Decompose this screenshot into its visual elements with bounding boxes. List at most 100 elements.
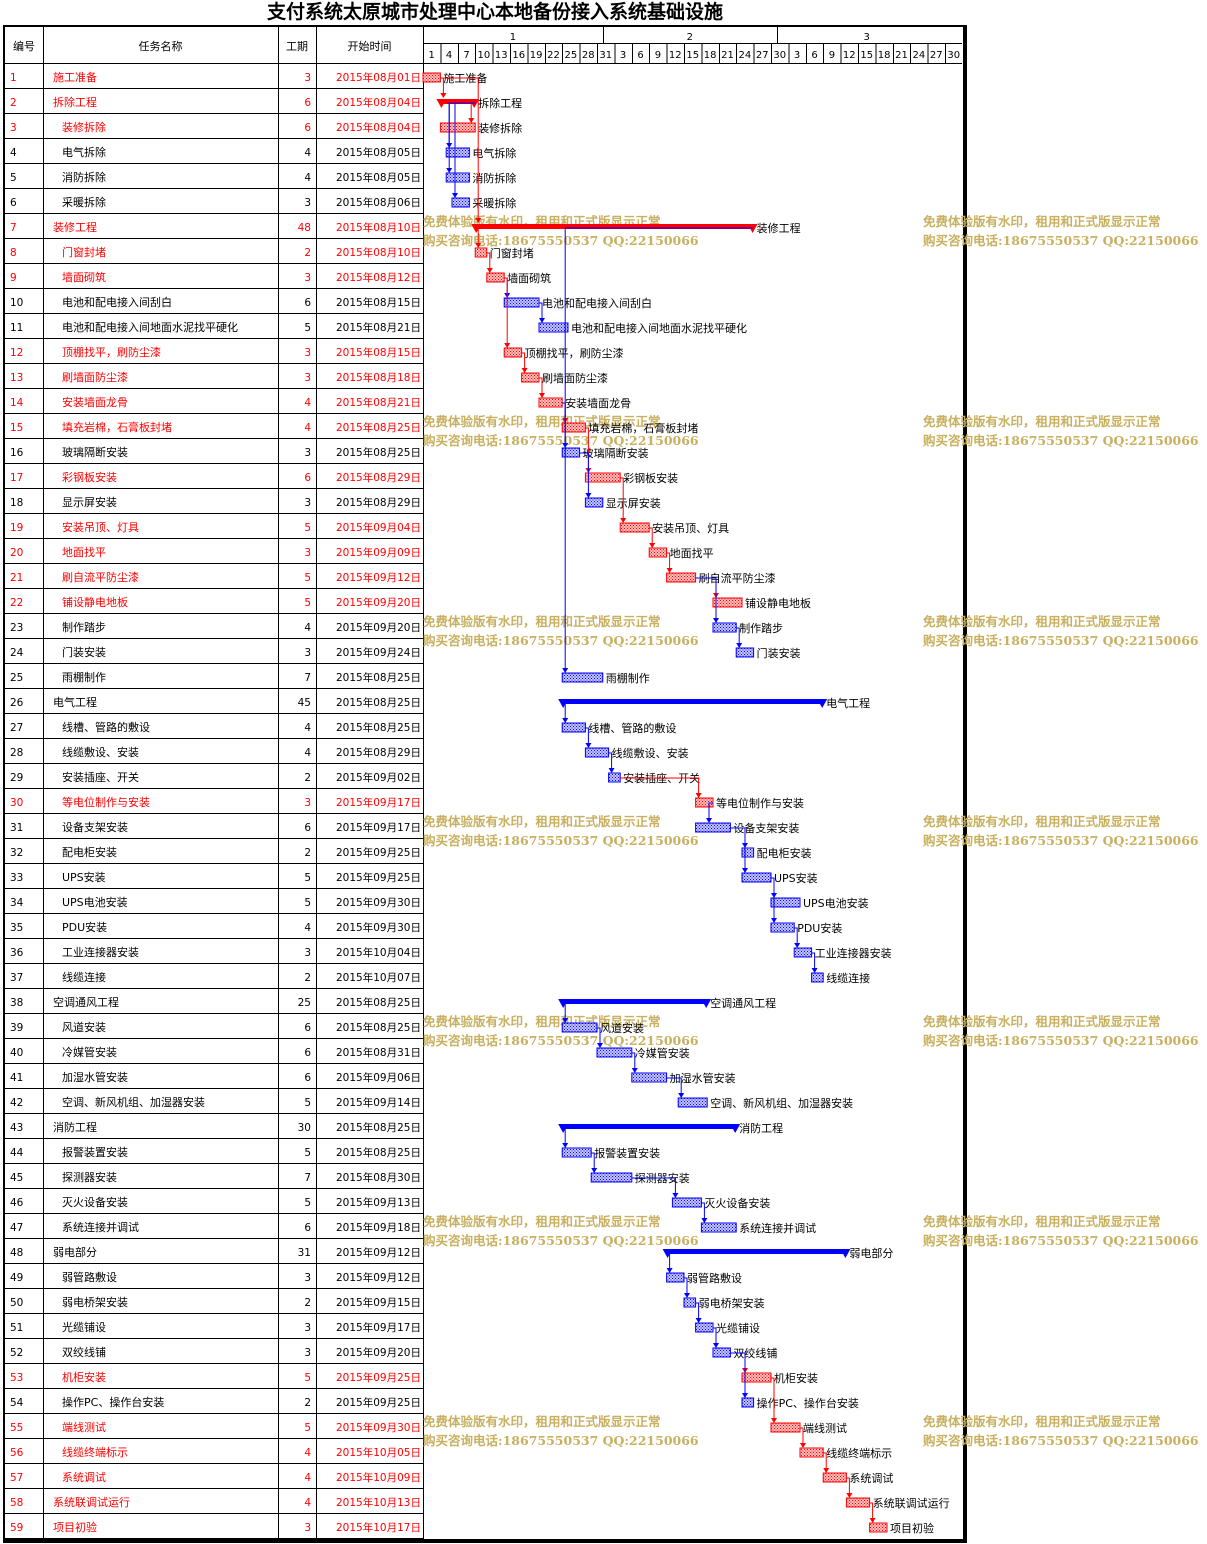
dependency-line	[736, 627, 740, 647]
task-id: 8	[10, 247, 17, 259]
summary-start-marker	[558, 999, 569, 1008]
task-id: 20	[10, 547, 23, 559]
task-bar	[712, 597, 743, 608]
timeline-month-label: 1	[510, 32, 516, 43]
task-bar	[561, 672, 604, 683]
task-id: 7	[10, 222, 17, 234]
task-bar	[671, 1197, 702, 1208]
task-id: 53	[10, 1372, 23, 1384]
task-bar	[561, 722, 586, 733]
task-name: 空调、新风机组、加湿器安装	[62, 1095, 205, 1109]
task-duration: 30	[298, 1122, 311, 1134]
task-id: 29	[10, 772, 23, 784]
task-duration: 5	[304, 322, 311, 334]
bar-label: 显示屏安装	[606, 496, 661, 510]
table-row: 40 冷媒管安装 6 2015年08月31日	[10, 1045, 421, 1059]
task-duration: 7	[304, 1172, 311, 1184]
table-row: 22 铺设静电地板 5 2015年09月20日	[10, 595, 421, 609]
timeline-day-label: 18	[878, 50, 891, 61]
bar-label: 消防拆除	[472, 171, 516, 185]
table-row: 6 采暖拆除 3 2015年08月06日	[10, 195, 421, 209]
table-row: 51 光缆铺设 3 2015年09月17日	[10, 1320, 421, 1334]
task-bar	[822, 1472, 847, 1483]
task-bar	[503, 297, 540, 308]
timeline-day-label: 3	[620, 50, 626, 61]
timeline-day-label: 21	[895, 50, 908, 61]
task-name: 等电位制作与安装	[62, 795, 150, 809]
watermark-text: 免费体验版有水印，租用和正式版显示正常	[423, 814, 661, 829]
task-bar	[486, 272, 505, 283]
task-name: 墙面砌筑	[62, 270, 106, 284]
dependency-line	[631, 1052, 636, 1072]
bar-label: 工业连接器安装	[815, 946, 892, 960]
table-row: 52 双绞线铺 3 2015年09月20日	[10, 1345, 421, 1359]
task-name: 弱电桥架安装	[62, 1295, 128, 1309]
watermark-text: 免费体验版有水印，租用和正式版显示正常	[923, 1014, 1161, 1029]
task-id: 15	[10, 422, 23, 434]
dependency-line	[504, 277, 508, 347]
task-bar	[735, 647, 755, 658]
bar-label: 弱电桥架安装	[699, 1296, 765, 1310]
task-duration: 3	[304, 547, 311, 559]
watermark-text: 免费体验版有水印，租用和正式版显示正常	[423, 1214, 661, 1229]
task-duration: 3	[304, 347, 311, 359]
task-name: 线缆终端标示	[62, 1445, 128, 1459]
dependency-arrow	[562, 668, 569, 673]
task-duration: 5	[304, 1422, 311, 1434]
bar-label: 电气拆除	[472, 146, 516, 160]
bar-label: 墙面砌筑	[507, 271, 551, 285]
summary-start-marker	[436, 99, 447, 108]
table-row: 32 配电柜安装 2 2015年09月25日	[10, 845, 421, 859]
timeline-day-label: 10	[478, 50, 491, 61]
gantt-grid	[5, 27, 962, 1539]
task-start-date: 2015年08月04日	[336, 96, 421, 109]
table-row: 18 显示屏安装 3 2015年08月29日	[10, 495, 421, 509]
task-name: 项目初验	[53, 1520, 97, 1534]
watermark-text: 免费体验版有水印，租用和正式版显示正常	[923, 414, 1161, 429]
bar-label: 电池和配电接入间刮白	[542, 296, 652, 310]
dependency-arrow	[678, 1093, 685, 1098]
watermark-text: 购买咨询电话:18675550537 QQ:22150066	[923, 833, 1199, 848]
task-name: 系统联调试运行	[53, 1496, 130, 1509]
task-id: 47	[10, 1222, 23, 1234]
dependency-line	[579, 452, 589, 497]
bar-label: 采暖拆除	[472, 196, 516, 210]
bar-label: 装修工程	[757, 221, 801, 235]
task-bar	[677, 1097, 708, 1108]
task-name: 光缆铺设	[62, 1320, 106, 1334]
task-id: 39	[10, 1022, 23, 1034]
dependency-arrow	[869, 1518, 876, 1523]
table-row: 28 线缆敷设、安装 4 2015年08月29日	[10, 745, 421, 759]
task-id: 46	[10, 1197, 24, 1209]
table-row: 4 电气拆除 4 2015年08月05日	[10, 145, 421, 159]
bar-label: 系统联调试运行	[873, 1497, 950, 1510]
task-duration: 3	[304, 447, 311, 459]
task-start-date: 2015年09月30日	[336, 896, 421, 909]
task-duration: 6	[304, 1072, 311, 1084]
task-start-date: 2015年09月20日	[336, 621, 421, 634]
dependency-arrow	[446, 168, 453, 173]
task-duration: 3	[304, 72, 311, 84]
task-id: 17	[10, 472, 23, 484]
task-name: 显示屏安装	[62, 495, 117, 509]
task-id: 56	[10, 1447, 24, 1459]
bar-label: 报警装置安装	[594, 1146, 660, 1160]
task-name: 顶棚找平，刷防尘漆	[62, 345, 161, 359]
task-start-date: 2015年08月25日	[336, 446, 421, 459]
table-row: 20 地面找平 3 2015年09月09日	[10, 545, 421, 559]
dependency-arrow	[846, 1493, 853, 1498]
task-duration: 48	[298, 222, 311, 234]
watermark-text: 购买咨询电话:18675550537 QQ:22150066	[923, 1033, 1199, 1048]
task-bar	[845, 1497, 871, 1508]
dependency-line	[730, 1352, 746, 1397]
table-row: 27 线槽、管路的敷设 4 2015年08月25日	[10, 720, 421, 734]
task-id: 27	[10, 722, 23, 734]
table-row: 26 电气工程 45 2015年08月25日	[10, 695, 421, 709]
timeline-day-label: 9	[829, 50, 835, 61]
task-bar	[445, 147, 470, 158]
watermark-text: 免费体验版有水印，租用和正式版显示正常	[923, 614, 1161, 629]
dependency-line	[631, 1177, 676, 1197]
table-row: 2 拆除工程 6 2015年08月04日	[10, 95, 421, 109]
table-row: 58 系统联调试运行 4 2015年10月13日	[10, 1496, 421, 1509]
task-start-date: 2015年08月25日	[336, 996, 421, 1009]
